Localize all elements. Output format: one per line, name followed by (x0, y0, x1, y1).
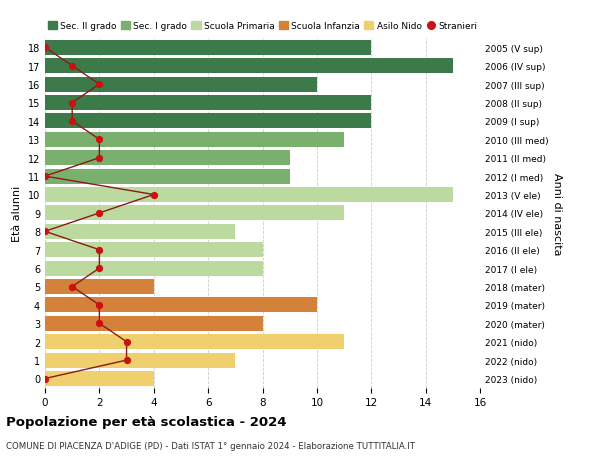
Point (67, 63, 77, 70)
Y-axis label: Età alunni: Età alunni (12, 185, 22, 241)
Bar (45, 316, 263, 331)
Point (95, 246, 104, 254)
Bar (45, 133, 344, 147)
Point (40, 375, 50, 382)
Point (67, 118, 77, 125)
Bar (45, 151, 290, 166)
Point (40, 173, 50, 180)
Bar (45, 188, 453, 202)
Bar (45, 169, 290, 184)
Point (149, 191, 158, 199)
Text: COMUNE DI PIACENZA D'ADIGE (PD) - Dati ISTAT 1° gennaio 2024 - Elaborazione TUTT: COMUNE DI PIACENZA D'ADIGE (PD) - Dati I… (6, 441, 415, 450)
Point (67, 100, 77, 107)
Bar (45, 59, 453, 74)
Y-axis label: Anni di nascita: Anni di nascita (553, 172, 562, 255)
Bar (45, 78, 317, 92)
Point (95, 210, 104, 217)
Point (40, 45, 50, 52)
Bar (45, 280, 154, 294)
Bar (45, 335, 344, 349)
Bar (45, 224, 235, 239)
Point (40, 228, 50, 235)
Point (95, 302, 104, 309)
Bar (45, 114, 371, 129)
Point (67, 283, 77, 291)
Bar (45, 261, 263, 276)
Point (122, 338, 131, 346)
Text: Popolazione per età scolastica - 2024: Popolazione per età scolastica - 2024 (6, 415, 287, 428)
Bar (45, 371, 154, 386)
Point (95, 81, 104, 89)
Legend: Sec. II grado, Sec. I grado, Scuola Primaria, Scuola Infanzia, Asilo Nido, Stran: Sec. II grado, Sec. I grado, Scuola Prim… (48, 22, 477, 31)
Point (95, 136, 104, 144)
Bar (45, 41, 371, 56)
Bar (45, 96, 371, 111)
Point (122, 357, 131, 364)
Bar (45, 298, 317, 313)
Point (95, 155, 104, 162)
Bar (45, 206, 344, 221)
Bar (45, 353, 235, 368)
Bar (45, 243, 263, 257)
Point (95, 265, 104, 272)
Point (95, 320, 104, 327)
